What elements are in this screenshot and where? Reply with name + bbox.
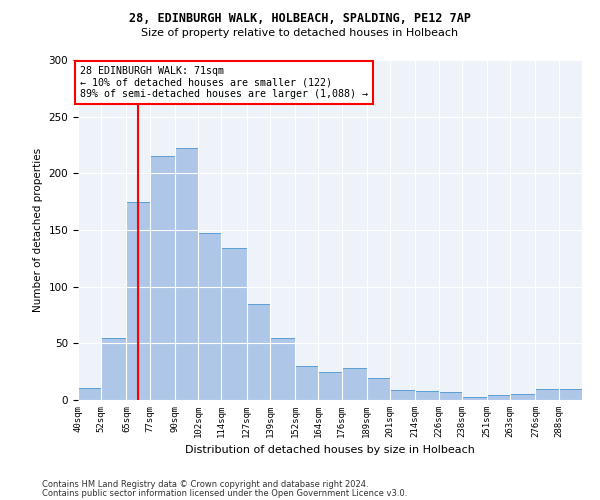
Bar: [415, 391, 439, 400]
Bar: [247, 304, 270, 400]
Bar: [198, 234, 221, 400]
Bar: [487, 396, 510, 400]
Bar: [341, 368, 367, 400]
Text: 28 EDINBURGH WALK: 71sqm
← 10% of detached houses are smaller (122)
89% of semi-: 28 EDINBURGH WALK: 71sqm ← 10% of detach…: [80, 66, 368, 99]
Bar: [439, 392, 462, 400]
Bar: [367, 378, 390, 400]
Bar: [78, 388, 101, 400]
Bar: [390, 390, 415, 400]
X-axis label: Distribution of detached houses by size in Holbeach: Distribution of detached houses by size …: [185, 446, 475, 456]
Text: Size of property relative to detached houses in Holbeach: Size of property relative to detached ho…: [142, 28, 458, 38]
Bar: [101, 338, 127, 400]
Bar: [150, 156, 175, 400]
Text: Contains HM Land Registry data © Crown copyright and database right 2024.: Contains HM Land Registry data © Crown c…: [42, 480, 368, 489]
Bar: [270, 338, 295, 400]
Text: Contains public sector information licensed under the Open Government Licence v3: Contains public sector information licen…: [42, 488, 407, 498]
Bar: [175, 148, 198, 400]
Bar: [127, 202, 150, 400]
Bar: [221, 248, 247, 400]
Bar: [295, 366, 319, 400]
Bar: [319, 372, 341, 400]
Bar: [559, 388, 582, 400]
Bar: [535, 388, 559, 400]
Bar: [462, 396, 487, 400]
Text: 28, EDINBURGH WALK, HOLBEACH, SPALDING, PE12 7AP: 28, EDINBURGH WALK, HOLBEACH, SPALDING, …: [129, 12, 471, 26]
Bar: [510, 394, 535, 400]
Y-axis label: Number of detached properties: Number of detached properties: [33, 148, 43, 312]
